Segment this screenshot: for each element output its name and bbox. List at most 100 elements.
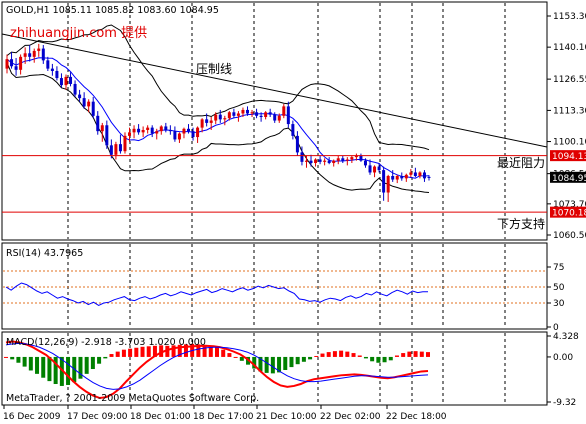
candle-body [227, 112, 231, 119]
rsi-level-lines [3, 270, 546, 304]
resistance-price-tag [550, 150, 586, 162]
candle-body [418, 172, 422, 177]
time-axis: 16 Dec 2009 17 Dec 09:00 18 Dec 01:00 18 De… [3, 405, 447, 422]
macd-histogram-bar [84, 356, 89, 374]
price-tick-label: 1073.70 [553, 200, 586, 210]
macd-histogram-bar [28, 356, 33, 371]
candle-body [205, 119, 209, 123]
macd-histogram-bar [351, 353, 356, 357]
macd-histogram-bar [177, 344, 182, 357]
macd-histogram-bar [41, 356, 46, 378]
candle-body [146, 127, 150, 130]
macd-histogram-bar [413, 351, 418, 357]
watermark: zhihuangjin.com 提供 [10, 25, 147, 41]
macd-histogram-bar [115, 351, 120, 357]
macd-signal-line [5, 342, 429, 390]
price-tick-label: 1153.30 [553, 12, 586, 22]
candle-body [255, 112, 259, 116]
candle-body [132, 128, 136, 133]
candle-body [413, 172, 417, 177]
macd-histogram-bar [326, 352, 331, 357]
macd-histogram-bar [339, 350, 344, 357]
candle-body [427, 176, 431, 178]
candlestick-series [5, 43, 431, 202]
candle-body [300, 152, 304, 162]
macd-histogram-bar [264, 356, 269, 373]
candle-body [377, 166, 381, 171]
macd-histogram-bar [152, 345, 157, 357]
candle-body [214, 114, 218, 121]
macd-histogram-bar [183, 344, 188, 357]
macd-histogram-bar [295, 356, 300, 365]
candle-body [82, 98, 86, 107]
candle-body [323, 160, 327, 162]
candle-body [286, 106, 290, 125]
macd-histogram-bar [103, 356, 108, 359]
resistance-price-tag-text: 1094.13 [552, 152, 586, 162]
candle-body [100, 125, 104, 132]
price-tick-label: 1100.10 [553, 138, 586, 148]
macd-tick-label: 0.00 [553, 353, 573, 363]
candle-body [318, 159, 322, 162]
candle-body [10, 59, 14, 67]
macd-histogram-bar [90, 356, 95, 370]
candle-body [159, 126, 163, 132]
candle-body [64, 76, 68, 86]
candle-body [314, 159, 318, 164]
candle-body [336, 158, 340, 161]
candle-body [41, 48, 45, 61]
rsi-line [5, 282, 428, 306]
macd-histogram-bar [208, 345, 213, 357]
macd-histogram-bar [270, 356, 275, 374]
macd-histogram-bar [401, 353, 406, 357]
candle-body [295, 135, 299, 153]
candle-body [400, 176, 404, 179]
candle-body [191, 131, 195, 138]
candle-body [73, 83, 77, 95]
candle-body [69, 76, 73, 84]
macd-histogram-bar [289, 356, 294, 368]
candle-body [114, 144, 118, 155]
macd-axis: 4.328 0.00 -9.32 [547, 332, 579, 408]
candle-body [359, 155, 363, 161]
macd-histogram-bar [97, 356, 102, 364]
resistance-trendline [1, 33, 548, 148]
candle-body [223, 118, 227, 120]
macd-header: MACD(12,26,9) -2.918 -3.703 1.020 0.000 [6, 337, 206, 348]
candle-body [168, 129, 172, 132]
macd-histogram-bar [53, 356, 58, 385]
candle-body [23, 53, 27, 57]
macd-histogram-bar [419, 351, 424, 357]
rsi-axis: 75 50 30 0 [547, 263, 565, 333]
candle-body [37, 48, 41, 51]
candle-body [373, 166, 377, 173]
macd-histogram-bar [426, 352, 430, 357]
candle-body [91, 101, 95, 116]
candle-body [32, 50, 36, 57]
candle-body [363, 160, 367, 166]
candle-body [46, 60, 50, 69]
last-price-tag-text: 1084.95 [552, 174, 586, 184]
candle-body [277, 115, 281, 121]
macd-histogram-bar [78, 356, 83, 379]
macd-histogram-bar [394, 355, 399, 357]
candle-body [128, 132, 132, 136]
time-tick-label: 17 Dec 09:00 [67, 412, 128, 422]
candle-body [422, 172, 426, 179]
candle-body [354, 155, 358, 158]
macd-histogram-bar [407, 351, 412, 357]
macd-histogram-bar [320, 353, 325, 357]
macd-histogram-bar [140, 346, 145, 357]
candle-body [327, 160, 331, 164]
candle-body [182, 128, 186, 134]
macd-histogram-bar [301, 356, 306, 362]
macd-tick-label: 4.328 [553, 332, 579, 342]
candle-body [332, 160, 336, 164]
support-price-tag-text: 1070.18 [552, 209, 586, 219]
macd-histogram-bar [215, 347, 219, 357]
macd-histogram-bar [10, 356, 15, 360]
candle-body [273, 114, 277, 121]
candle-body [241, 109, 245, 114]
price-tick-label: 1060.50 [553, 231, 586, 241]
